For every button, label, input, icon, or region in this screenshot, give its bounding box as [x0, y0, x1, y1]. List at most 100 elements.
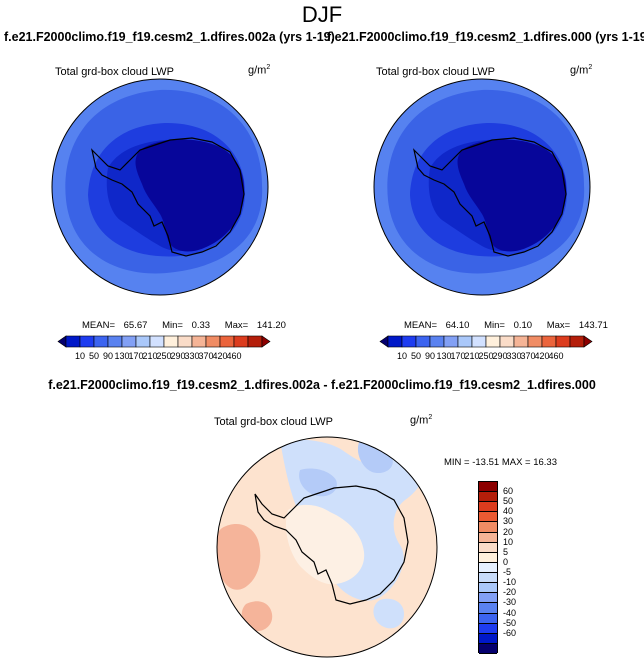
- diff-colorbar-swatch: [479, 583, 497, 594]
- diff-colorbar-tick-label: 10: [503, 536, 514, 547]
- panel-1-colorbar-tick-label: 90: [102, 351, 114, 361]
- panel-2-colorbar-swatch: [429, 335, 445, 348]
- panel-2-colorbar-tick-label: 420: [534, 351, 550, 361]
- panel-1-map-border: [51, 78, 269, 296]
- diff-colorbar-swatch: [479, 562, 497, 574]
- panel-1-colorbar-swatch: [191, 335, 207, 348]
- panel-1-colorbar-tick-label: 50: [88, 351, 100, 361]
- panel-2-colorbar-tick-label: 290: [492, 351, 508, 361]
- panel-2-colorbar-tick-label: 130: [436, 351, 452, 361]
- diff-colorbar-swatch: [479, 623, 497, 634]
- panel-1-colorbar-swatch: [65, 335, 81, 348]
- diff-colorbar-tick-label: 5: [503, 546, 509, 557]
- panel-1-colorbar-graphic: [57, 335, 271, 348]
- panel-1-colorbar-ticks: 10 50 90 130 170 210 250 290 330 370 420 460: [58, 351, 270, 363]
- diff-colorbar-swatch: [479, 512, 497, 523]
- panel-2-colorbar-swatch: [513, 335, 529, 348]
- panel-2-inner-band: [428, 139, 564, 252]
- diff-colorbar-swatch: [479, 552, 497, 563]
- panel-2-colorbar-swatch: [379, 335, 389, 348]
- panel-1-colorbar-tick-label: 460: [226, 351, 242, 361]
- panel-1-colorbar-swatch: [121, 335, 137, 348]
- diff-colorbar-tick-label: 40: [503, 506, 514, 517]
- panel-2-colorbar-swatch: [401, 335, 417, 348]
- diff-colorbar-tick-label: 60: [503, 486, 514, 497]
- panel-1-colorbar-tick-label: 250: [156, 351, 172, 361]
- diff-colorbar-labels: 60 50 40 30 20 10 5 0 -5 -10 -20 -30 -40 -50 -60: [503, 481, 533, 653]
- panel-1-colorbar-tick-label: 370: [198, 351, 214, 361]
- panel-2-colorbar-graphic: [379, 335, 593, 348]
- panel-1-colorbar-tick-label: 330: [184, 351, 200, 361]
- diff-colorbar-tick-label: 50: [503, 496, 514, 507]
- panel-2-colorbar-ticks: 10 50 90 130 170 210 250 290 330 370 420 460: [380, 351, 592, 363]
- panel-2-colorbar-tick-label: 370: [520, 351, 536, 361]
- panel-1-colorbar-tick-label: 130: [114, 351, 130, 361]
- diff-colorbar-swatch: [479, 593, 497, 604]
- panel-2-colorbar-swatch: [457, 335, 473, 348]
- diff-colorbar-tick-label: 30: [503, 516, 514, 527]
- panel-1-colorbar-swatch: [177, 335, 193, 348]
- diff-colorbar-tick-label: -40: [503, 607, 517, 618]
- panel-2-colorbar-swatch: [583, 335, 593, 348]
- panel-2-colorbar-swatch: [485, 335, 501, 348]
- panel-2-colorbar: [379, 335, 593, 348]
- panel-1-colorbar-swatch: [205, 335, 221, 348]
- panel-1-colorbar-swatch: [163, 335, 179, 348]
- diff-colorbar-swatch: [479, 542, 497, 553]
- panel-2-ocean-band: [387, 89, 585, 274]
- panel-1-colorbar-swatch: [261, 335, 271, 348]
- diff-colorbar-tick-label: 0: [503, 556, 509, 567]
- panel-1-colorbar-swatch: [149, 335, 165, 348]
- panel-2-colorbar-swatch: [443, 335, 459, 348]
- diff-positive-region-2: [241, 601, 273, 632]
- diff-colorbar-swatch: [479, 613, 497, 624]
- diff-colorbar-swatch: [479, 573, 497, 584]
- panel-1-colorbar-swatch: [57, 335, 67, 348]
- panel-2-colorbar-tick-label: 50: [410, 351, 422, 361]
- panel-2-ice-core: [457, 139, 567, 252]
- panel-2-colorbar-tick-label: 90: [424, 351, 436, 361]
- panel-2-colorbar-swatch: [569, 335, 585, 348]
- diff-colorbar-tick-label: -10: [503, 577, 517, 588]
- panel-2-colorbar-tick-label: 10: [396, 351, 408, 361]
- panel-2-coastline: [412, 137, 567, 257]
- panel-2-colorbar-swatch: [527, 335, 543, 348]
- panel-1-colorbar-swatch: [247, 335, 263, 348]
- panel-1-variable-label: Total grd-box cloud LWP: [55, 66, 175, 78]
- diff-negative-region: [280, 439, 425, 601]
- panel-2-colorbar-tick-label: 460: [548, 351, 564, 361]
- diff-colorbar-swatch: [479, 502, 497, 513]
- panel-1-units: g/m2: [248, 64, 271, 77]
- diff-colorbar-swatch: [479, 482, 497, 493]
- diff-colorbar-tick-label: -20: [503, 587, 517, 598]
- panel-1-ocean-band: [65, 89, 263, 274]
- panel-1-colorbar-swatch: [135, 335, 151, 348]
- panel-1-colorbar-tick-label: 10: [74, 351, 86, 361]
- panel-1-colorbar-tick-label: 170: [128, 351, 144, 361]
- diff-colorbar-swatch: [479, 633, 497, 644]
- diff-colorbar: [478, 481, 498, 654]
- panel-1-colorbar-swatch: [93, 335, 109, 348]
- panel-1-stats: MEAN= 65.67 Min= 0.33 Max= 141.20: [82, 320, 286, 331]
- diff-panel-variable-label: Total grd-box cloud LWP: [214, 416, 334, 428]
- panel-2-colorbar-tick-label: 170: [450, 351, 466, 361]
- diff-map-border: [216, 436, 438, 658]
- diff-colorbar-swatch: [479, 603, 497, 614]
- panel-1-colorbar-tick-label: 210: [142, 351, 158, 361]
- panel-2-colorbar-swatch: [471, 335, 487, 348]
- panel-1-colorbar-tick-label: 420: [212, 351, 228, 361]
- panel-1-mid-band: [88, 122, 246, 257]
- panel-1-ice-core: [135, 139, 245, 252]
- panel-2-stats: MEAN= 64.10 Min= 0.10 Max= 143.71: [404, 320, 608, 331]
- diff-negative-region-2: [357, 439, 393, 474]
- panel-1-colorbar-swatch: [79, 335, 95, 348]
- diff-near-zero-region: [285, 504, 365, 585]
- panel-2-colorbar-tick-label: 210: [464, 351, 480, 361]
- diff-positive-region: [217, 524, 261, 590]
- diff-panel-title: f.e21.F2000climo.f19_f19.cesm2_1.dfires.…: [48, 378, 596, 392]
- panel-2-variable-label: Total grd-box cloud LWP: [376, 66, 496, 78]
- panel-1-colorbar: [57, 335, 271, 348]
- panel-2-units: g/m2: [570, 64, 593, 77]
